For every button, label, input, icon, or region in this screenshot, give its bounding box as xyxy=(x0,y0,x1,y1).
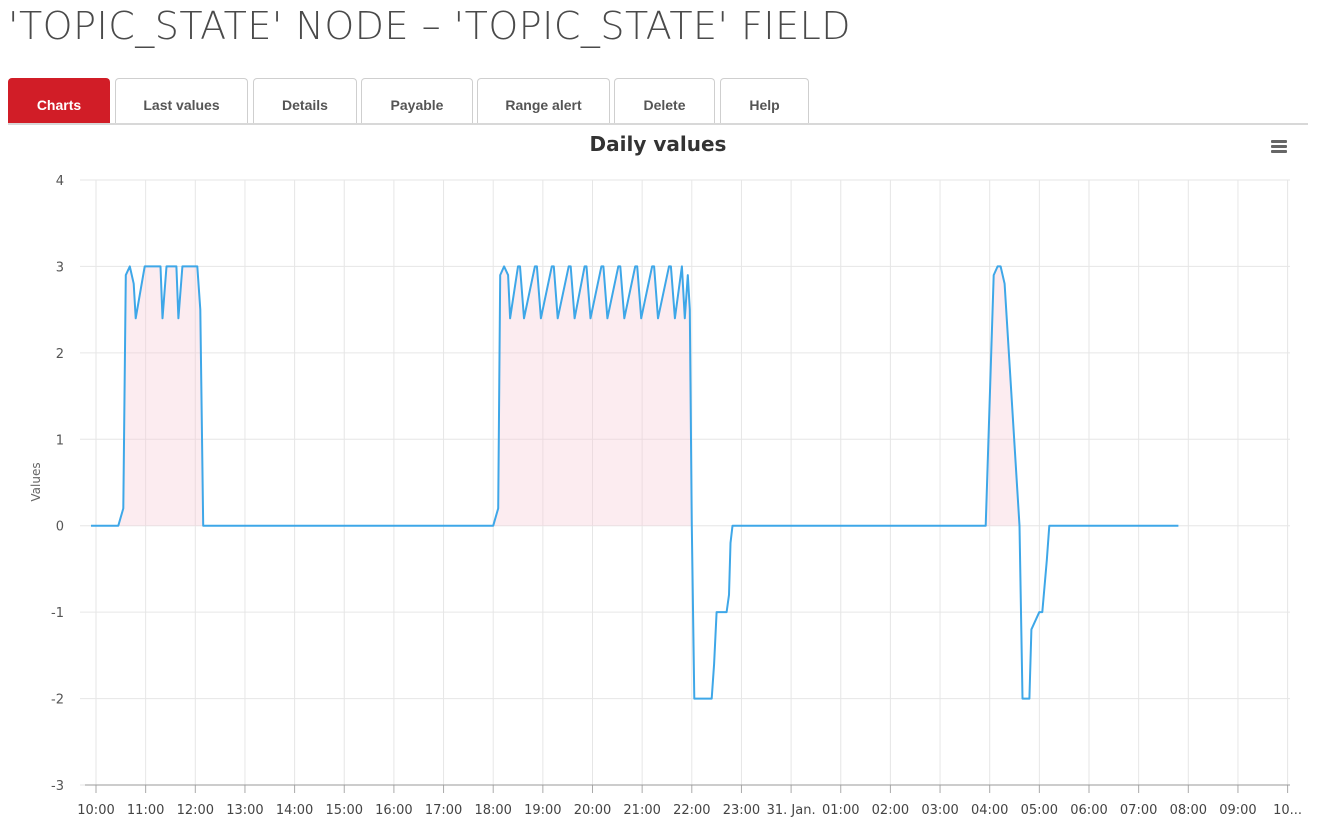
x-tick-label: 15:00 xyxy=(326,803,363,818)
hamburger-menu-icon xyxy=(1271,150,1287,153)
y-tick-label: -3 xyxy=(51,779,64,794)
x-tick-label: 10:00 xyxy=(77,803,114,818)
x-tick-label: 22:00 xyxy=(673,803,710,818)
y-tick-label: 4 xyxy=(56,174,64,189)
tab-range-alert[interactable]: Range alert xyxy=(477,78,610,123)
x-tick-label: 10... xyxy=(1273,803,1302,818)
page-title: 'TOPIC_STATE' NODE – 'TOPIC_STATE' FIELD xyxy=(8,4,852,48)
tab-help[interactable]: Help xyxy=(720,78,809,123)
x-tick-label: 06:00 xyxy=(1070,803,1107,818)
x-tick-label: 31. Jan. xyxy=(767,803,816,818)
x-tick-label: 11:00 xyxy=(127,803,164,818)
x-tick-label: 16:00 xyxy=(375,803,412,818)
hamburger-menu-icon xyxy=(1271,145,1287,148)
tab-last-values[interactable]: Last values xyxy=(115,78,248,123)
x-tick-label: 01:00 xyxy=(822,803,859,818)
chart-menu-button[interactable] xyxy=(1266,136,1292,158)
chart-title: Daily values xyxy=(590,132,727,156)
y-tick-label: -2 xyxy=(51,693,64,708)
tab-delete[interactable]: Delete xyxy=(614,78,715,123)
tabs-divider xyxy=(8,123,1308,125)
x-tick-label: 23:00 xyxy=(723,803,760,818)
y-tick-label: 0 xyxy=(56,520,64,535)
series-area-fill xyxy=(91,266,1179,526)
x-tick-label: 20:00 xyxy=(574,803,611,818)
y-tick-label: -1 xyxy=(51,606,64,621)
x-tick-label: 21:00 xyxy=(623,803,660,818)
x-tick-label: 17:00 xyxy=(425,803,462,818)
y-axis-label: Values xyxy=(29,462,43,501)
tab-payable[interactable]: Payable xyxy=(361,78,473,123)
x-tick-label: 08:00 xyxy=(1170,803,1207,818)
tab-charts[interactable]: Charts xyxy=(8,78,110,123)
series-line xyxy=(91,265,1179,700)
chart-container: Daily values Values 4 3 2 1 0 -1 -2 -3 10:00 11:0… xyxy=(0,125,1337,820)
hamburger-menu-icon xyxy=(1271,140,1287,143)
tab-details[interactable]: Details xyxy=(253,78,357,123)
x-tick-label: 13:00 xyxy=(226,803,263,818)
y-tick-label: 2 xyxy=(56,347,64,362)
x-tick-label: 18:00 xyxy=(474,803,511,818)
x-tick-label: 09:00 xyxy=(1219,803,1256,818)
x-tick-label: 03:00 xyxy=(921,803,958,818)
x-tick-label: 04:00 xyxy=(971,803,1008,818)
x-tick-label: 07:00 xyxy=(1120,803,1157,818)
daily-values-chart: Daily values Values 4 3 2 1 0 -1 -2 -3 10:00 11:0… xyxy=(29,132,1302,818)
x-tick-label: 19:00 xyxy=(524,803,561,818)
x-tick-label: 02:00 xyxy=(872,803,909,818)
x-tick-label: 14:00 xyxy=(276,803,313,818)
tab-bar: Charts Last values Details Payable Range… xyxy=(8,78,1308,124)
y-tick-label: 3 xyxy=(56,260,64,275)
y-tick-label: 1 xyxy=(56,433,64,448)
x-tick-label: 05:00 xyxy=(1021,803,1058,818)
x-tick-label: 12:00 xyxy=(177,803,214,818)
